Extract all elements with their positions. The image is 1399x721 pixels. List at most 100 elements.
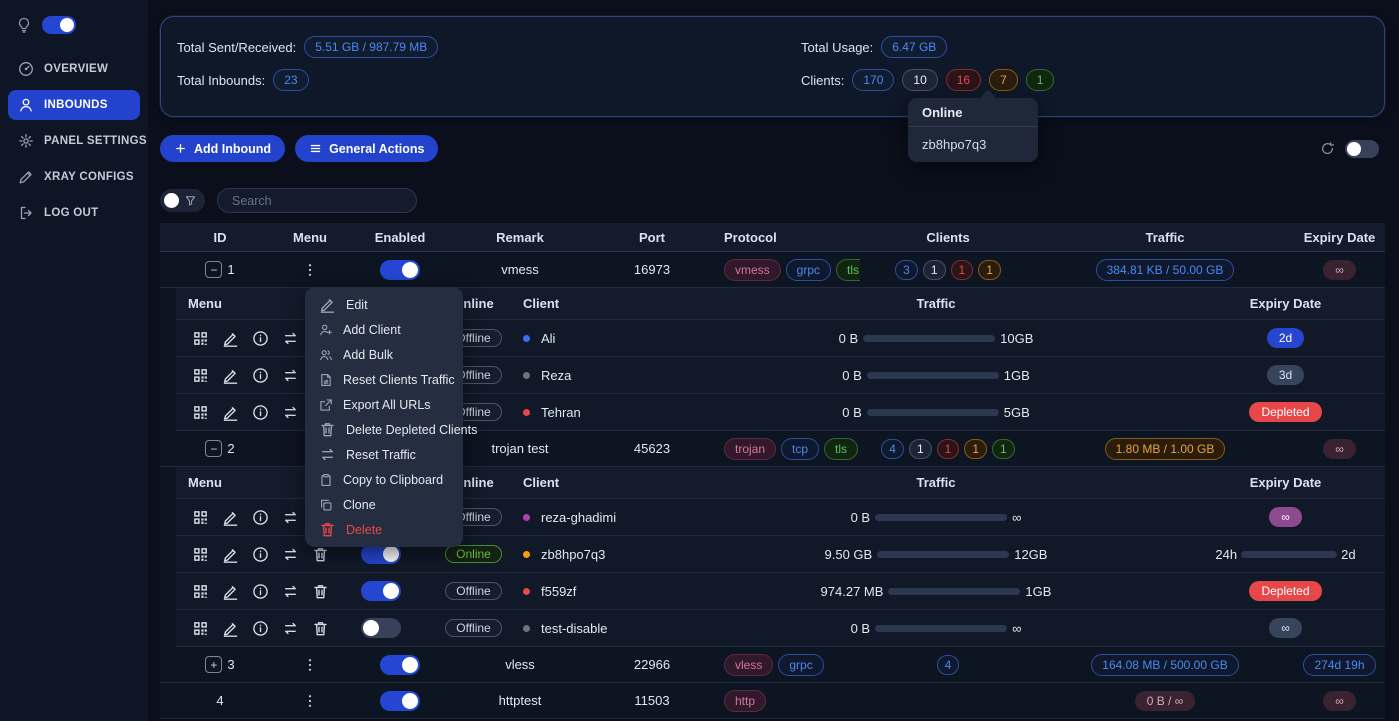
collapse-row-button[interactable]: −	[205, 440, 223, 457]
client-reset-traffic-button[interactable]	[278, 404, 303, 421]
traffic-progressbar	[866, 371, 999, 379]
client-edit-button[interactable]	[218, 546, 243, 563]
traffic-progressbar	[875, 624, 1008, 632]
clients-count-badge-orange[interactable]: 7	[989, 69, 1018, 91]
client-reset-traffic-button[interactable]	[278, 330, 303, 347]
search-input[interactable]	[217, 188, 417, 213]
traffic-badge: 384.81 KB / 50.00 GB	[1095, 258, 1235, 281]
inbound-enabled-toggle[interactable]	[380, 690, 420, 711]
sub-column-header-menu: Menu	[188, 296, 222, 311]
collapse-row-button[interactable]: −	[205, 261, 223, 278]
inbound-expiry-cell: ∞	[1294, 438, 1385, 459]
inbound-remark-cell: trojan test	[460, 441, 580, 456]
clients-count-badge-gray[interactable]: 10	[902, 69, 938, 91]
inbound-menu-cell	[280, 691, 340, 711]
client-edit-button[interactable]	[218, 404, 243, 421]
sidebar-item-xray-configs[interactable]: XRAY CONFIGS	[8, 162, 140, 192]
context-menu-item-add-client[interactable]: Add Client	[305, 317, 463, 342]
client-info-button[interactable]	[248, 583, 273, 600]
context-menu-item-edit[interactable]: Edit	[305, 292, 463, 317]
client-qr-button[interactable]	[188, 404, 213, 421]
filter-toggle[interactable]	[160, 189, 205, 212]
context-menu-item-delete[interactable]: Delete	[305, 517, 463, 542]
client-edit-button[interactable]	[218, 509, 243, 526]
client-qr-button[interactable]	[188, 583, 213, 600]
context-menu-item-add-bulk[interactable]: Add Bulk	[305, 342, 463, 367]
client-edit-button[interactable]	[218, 583, 243, 600]
protocol-tag-vmess: vmess	[724, 258, 781, 281]
client-delete-button[interactable]	[308, 583, 333, 600]
client-qr-button[interactable]	[188, 330, 213, 347]
client-reset-traffic-button[interactable]	[278, 546, 303, 563]
client-reset-traffic-button[interactable]	[278, 509, 303, 526]
inbound-row: −1 vmess 16973 vmess grpc tls 3 1 1 1 384.81 KB / …	[160, 252, 1385, 288]
client-row: Offline test-disable 0 B ∞ ∞	[176, 610, 1385, 647]
expand-row-button[interactable]: +	[205, 656, 223, 673]
client-expiry-cell: ∞	[1186, 618, 1385, 638]
general-actions-button[interactable]: General Actions	[295, 135, 439, 162]
context-menu-item-reset-traffic[interactable]: Reset Traffic	[305, 442, 463, 467]
toggle-knob	[383, 583, 399, 599]
client-info-button[interactable]	[248, 509, 273, 526]
sidebar-item-inbounds[interactable]: INBOUNDS	[8, 90, 140, 120]
context-menu-item-reset-clients-traffic[interactable]: Reset Clients Traffic	[305, 367, 463, 392]
refresh-icon[interactable]	[1320, 141, 1335, 156]
context-menu-item-export-all-urls[interactable]: Export All URLs	[305, 392, 463, 417]
client-info-button[interactable]	[248, 546, 273, 563]
clients-count-badge-red[interactable]: 16	[945, 69, 982, 91]
copy-icon	[319, 498, 333, 512]
inbound-enabled-toggle[interactable]	[380, 654, 420, 675]
add-inbound-button[interactable]: Add Inbound	[160, 135, 286, 162]
client-name: Tehran	[541, 404, 581, 420]
client-reset-traffic-button[interactable]	[278, 583, 303, 600]
client-enabled-toggle[interactable]	[361, 544, 401, 564]
client-menu-cell	[176, 620, 327, 637]
context-menu-item-label: Add Bulk	[343, 347, 394, 362]
sub-column-header-client: Client	[523, 296, 560, 311]
row-menu-kebab-icon[interactable]	[300, 691, 320, 711]
client-edit-button[interactable]	[218, 330, 243, 347]
client-name-cell: Tehran	[511, 405, 686, 420]
client-menu-cell	[176, 404, 327, 421]
client-qr-button[interactable]	[188, 546, 213, 563]
client-edit-button[interactable]	[218, 620, 243, 637]
row-menu-kebab-icon[interactable]	[300, 260, 320, 280]
client-delete-button[interactable]	[308, 620, 333, 637]
sidebar-item-overview[interactable]: OVERVIEW	[8, 54, 140, 84]
client-info-button[interactable]	[248, 330, 273, 347]
context-menu-item-delete-depleted-clients[interactable]: Delete Depleted Clients	[305, 417, 477, 442]
client-reset-traffic-button[interactable]	[278, 620, 303, 637]
total-inbounds-value: 23	[273, 69, 309, 91]
clients-count-badge-green[interactable]: 1	[1025, 69, 1055, 91]
inbound-enabled-toggle[interactable]	[380, 259, 420, 280]
clients-count-badge-blue[interactable]: 170	[852, 69, 895, 91]
client-enabled-toggle[interactable]	[361, 581, 401, 601]
client-info-button[interactable]	[248, 620, 273, 637]
context-menu-item-clone[interactable]: Clone	[305, 492, 463, 517]
inbound-port: 16973	[633, 262, 671, 277]
client-info-button[interactable]	[248, 404, 273, 421]
client-edit-button[interactable]	[218, 367, 243, 384]
protocol-tag-trojan: trojan	[724, 437, 777, 460]
inbound-id-cell: +3	[160, 656, 280, 673]
client-count-badge-blue: 4	[936, 654, 960, 675]
client-reset-traffic-button[interactable]	[278, 367, 303, 384]
client-enabled-toggle[interactable]	[361, 618, 401, 638]
sidebar-item-label: OVERVIEW	[44, 63, 109, 75]
column-header-menu: Menu	[293, 229, 327, 245]
sub-column-header-online: Online	[453, 475, 494, 490]
client-info-button[interactable]	[248, 367, 273, 384]
sidebar-item-panel-settings[interactable]: PANEL SETTINGS	[8, 126, 147, 156]
column-header-traffic: Traffic	[1145, 229, 1185, 245]
auto-refresh-toggle[interactable]	[1345, 139, 1379, 158]
theme-toggle[interactable]	[42, 16, 76, 34]
client-delete-button[interactable]	[308, 546, 333, 563]
sidebar-item-log-out[interactable]: LOG OUT	[8, 198, 140, 228]
funnel-icon	[184, 194, 197, 207]
client-qr-button[interactable]	[188, 620, 213, 637]
context-menu-item-copy-to-clipboard[interactable]: Copy to Clipboard	[305, 467, 463, 492]
client-qr-button[interactable]	[188, 367, 213, 384]
client-menu-cell	[176, 546, 327, 563]
row-menu-kebab-icon[interactable]	[300, 655, 320, 675]
client-qr-button[interactable]	[188, 509, 213, 526]
